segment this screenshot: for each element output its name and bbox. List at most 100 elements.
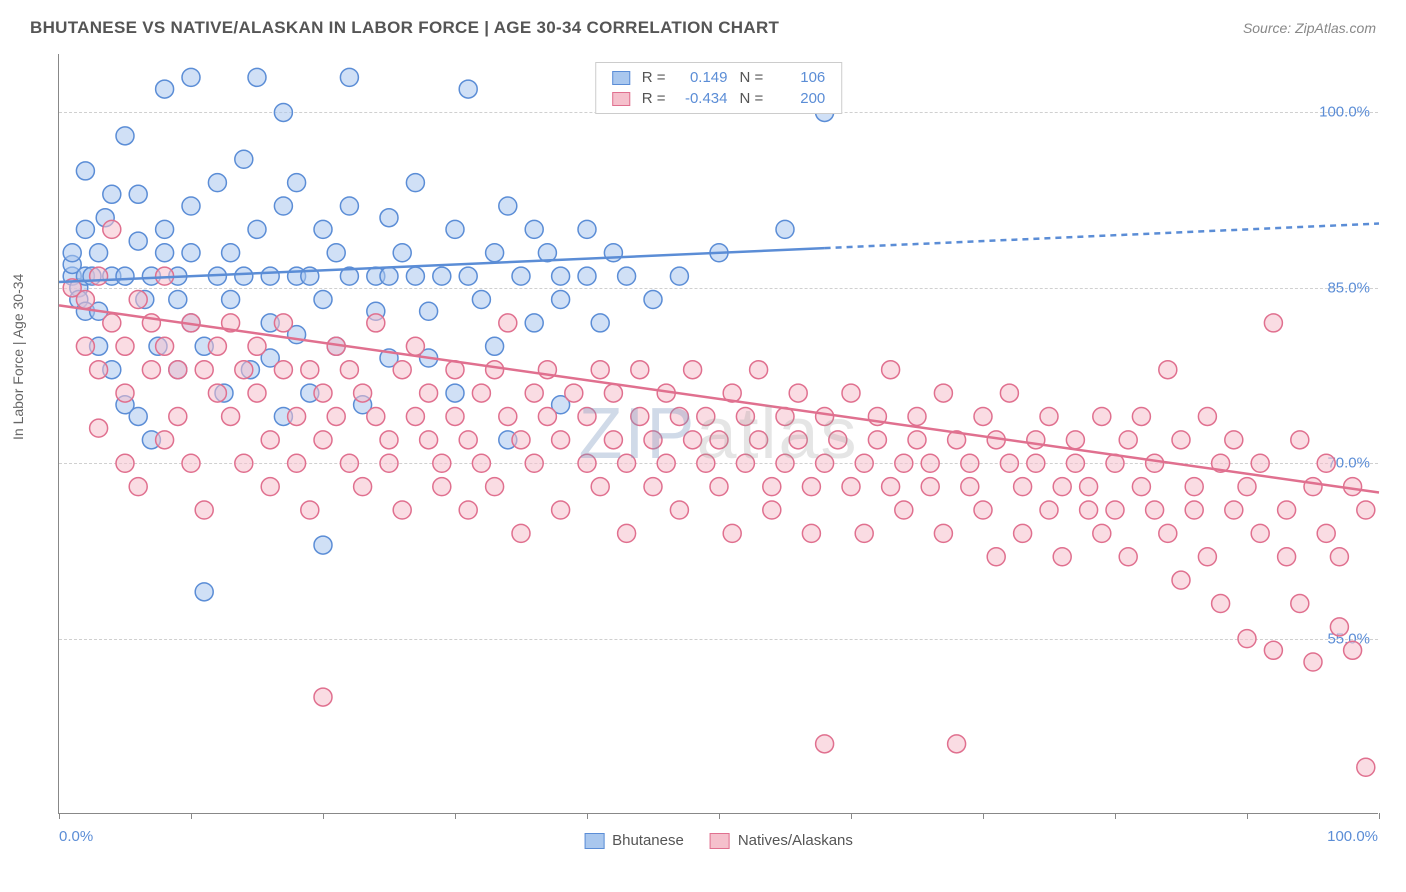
scatter-point <box>1172 571 1190 589</box>
scatter-point <box>789 431 807 449</box>
scatter-point <box>1093 407 1111 425</box>
scatter-point <box>604 384 622 402</box>
scatter-point <box>116 267 134 285</box>
series-legend: Bhutanese Natives/Alaskans <box>584 832 853 849</box>
scatter-point <box>618 454 636 472</box>
scatter-point <box>710 431 728 449</box>
scatter-point <box>776 220 794 238</box>
scatter-point <box>1304 478 1322 496</box>
scatter-point <box>406 174 424 192</box>
scatter-point <box>406 267 424 285</box>
scatter-point <box>420 302 438 320</box>
x-tick <box>1379 813 1380 819</box>
scatter-point <box>763 501 781 519</box>
scatter-point <box>380 267 398 285</box>
scatter-point <box>261 267 279 285</box>
scatter-point <box>710 478 728 496</box>
scatter-point <box>882 361 900 379</box>
scatter-point <box>261 431 279 449</box>
scatter-point <box>301 501 319 519</box>
scatter-point <box>1291 595 1309 613</box>
scatter-point <box>222 244 240 262</box>
scatter-point <box>486 478 504 496</box>
x-axis-min-label: 0.0% <box>59 828 93 845</box>
scatter-point <box>248 220 266 238</box>
trend-line-extrapolated <box>825 224 1379 249</box>
scatter-point <box>288 407 306 425</box>
scatter-point <box>1053 478 1071 496</box>
scatter-point <box>222 407 240 425</box>
scatter-point <box>908 407 926 425</box>
legend-item-bhutanese: Bhutanese <box>584 832 684 849</box>
scatter-point <box>895 454 913 472</box>
scatter-point <box>314 220 332 238</box>
scatter-point <box>934 384 952 402</box>
scatter-point <box>116 127 134 145</box>
scatter-point <box>1080 478 1098 496</box>
scatter-point <box>459 80 477 98</box>
scatter-point <box>1225 431 1243 449</box>
scatter-point <box>90 267 108 285</box>
scatter-point <box>1238 630 1256 648</box>
scatter-point <box>644 478 662 496</box>
scatter-point <box>578 454 596 472</box>
scatter-point <box>420 431 438 449</box>
scatter-point <box>1212 595 1230 613</box>
scatter-point <box>895 501 913 519</box>
scatter-point <box>208 174 226 192</box>
scatter-point <box>472 384 490 402</box>
scatter-point <box>182 68 200 86</box>
scatter-point <box>525 220 543 238</box>
scatter-point <box>552 291 570 309</box>
scatter-point <box>406 337 424 355</box>
scatter-point <box>921 454 939 472</box>
scatter-point <box>103 220 121 238</box>
scatter-point <box>525 454 543 472</box>
scatter-point <box>380 454 398 472</box>
scatter-point <box>472 454 490 472</box>
scatter-point <box>208 337 226 355</box>
scatter-point <box>169 361 187 379</box>
scatter-point <box>103 185 121 203</box>
scatter-point <box>1080 501 1098 519</box>
scatter-point <box>1027 431 1045 449</box>
scatter-point <box>974 501 992 519</box>
legend-item-natives: Natives/Alaskans <box>710 832 853 849</box>
scatter-point <box>1014 478 1032 496</box>
scatter-point <box>156 337 174 355</box>
scatter-point <box>182 454 200 472</box>
scatter-point <box>816 454 834 472</box>
scatter-point <box>129 291 147 309</box>
scatter-point <box>103 314 121 332</box>
scatter-point <box>499 407 517 425</box>
scatter-point <box>974 407 992 425</box>
scatter-point <box>129 407 147 425</box>
scatter-point <box>182 197 200 215</box>
scatter-point <box>816 735 834 753</box>
scatter-point <box>459 431 477 449</box>
scatter-point <box>697 454 715 472</box>
scatter-point <box>1159 361 1177 379</box>
scatter-point <box>1106 501 1124 519</box>
scatter-point <box>314 431 332 449</box>
scatter-point <box>248 384 266 402</box>
scatter-point <box>1146 454 1164 472</box>
scatter-point <box>1225 501 1243 519</box>
scatter-point <box>1132 407 1150 425</box>
scatter-point <box>948 735 966 753</box>
scatter-point <box>327 407 345 425</box>
scatter-point <box>314 291 332 309</box>
scatter-point <box>604 431 622 449</box>
scatter-point <box>1014 524 1032 542</box>
scatter-point <box>433 267 451 285</box>
scatter-point <box>380 209 398 227</box>
scatter-point <box>499 197 517 215</box>
scatter-point <box>802 524 820 542</box>
scatter-point <box>156 431 174 449</box>
scatter-point <box>829 431 847 449</box>
scatter-point <box>723 524 741 542</box>
scatter-point <box>1027 454 1045 472</box>
scatter-point <box>538 407 556 425</box>
scatter-point <box>367 407 385 425</box>
scatter-point <box>1053 548 1071 566</box>
